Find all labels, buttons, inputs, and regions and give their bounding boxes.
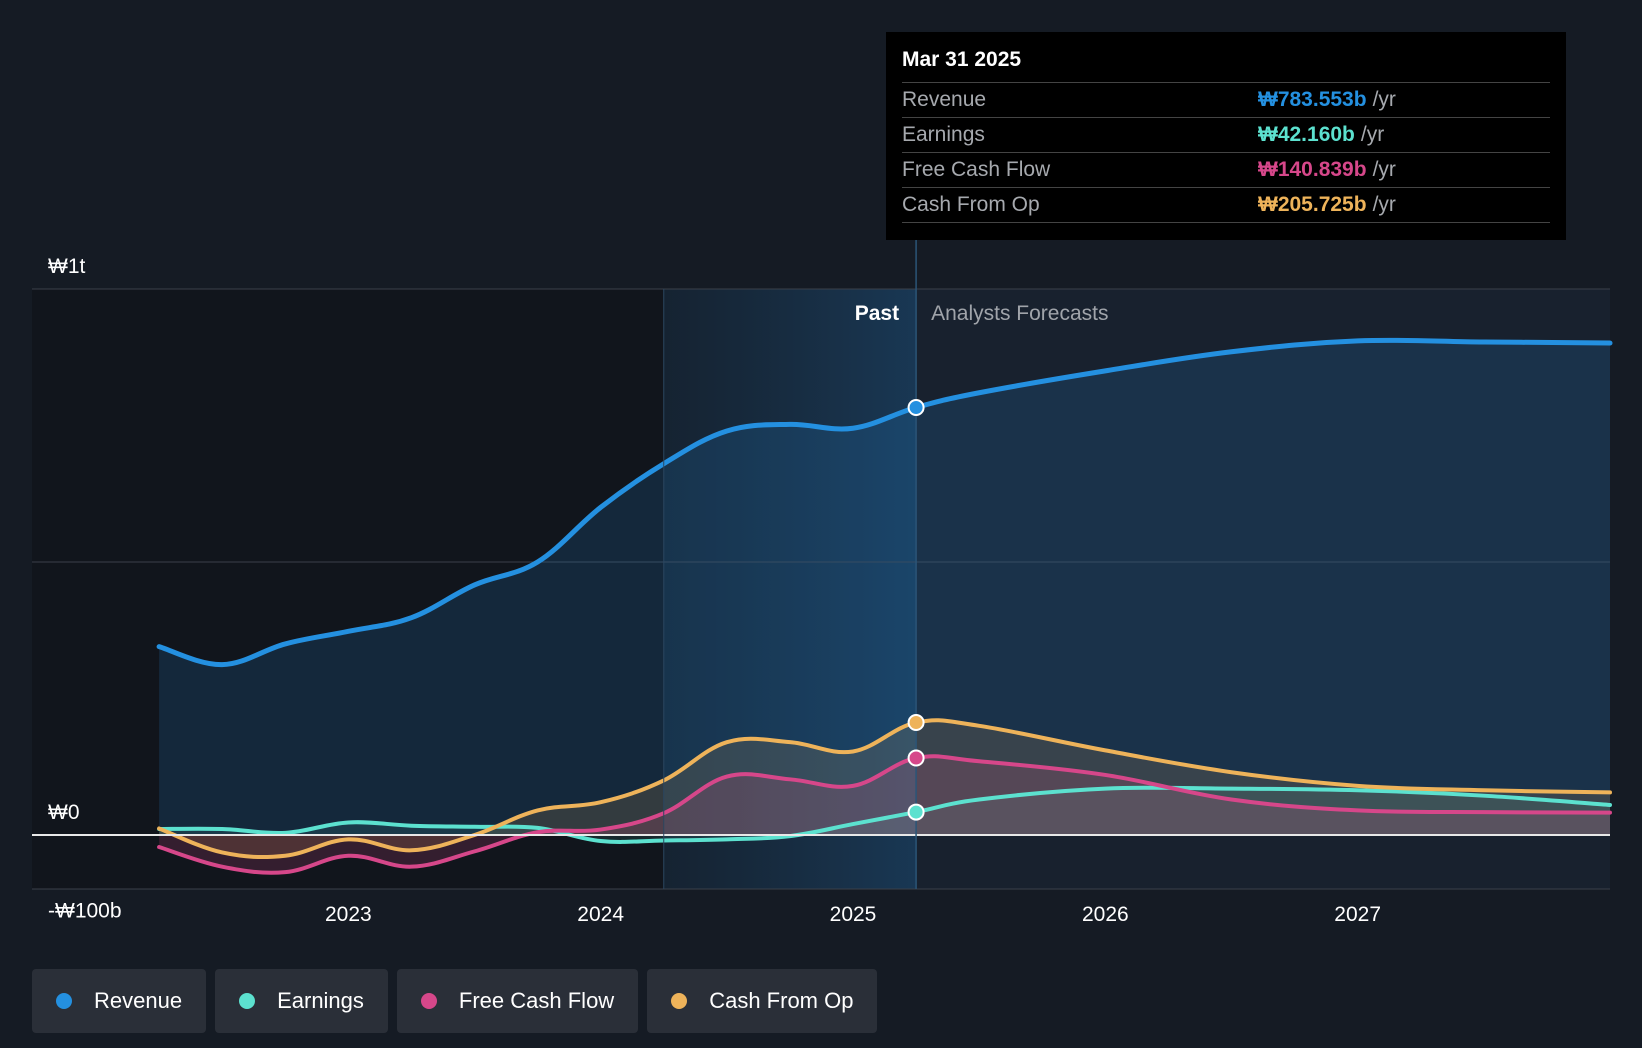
y-tick-label: ₩1t [48, 255, 86, 278]
y-tick-label: ₩0 [48, 801, 80, 824]
tooltip-unit: /yr [1372, 88, 1396, 111]
legend: Revenue Earnings Free Cash Flow Cash Fro… [32, 969, 878, 1033]
tooltip-unit: /yr [1372, 193, 1396, 216]
tooltip-value: ₩42.160b [1258, 123, 1355, 146]
past-label: Past [855, 302, 899, 325]
dot-revenue [907, 398, 925, 416]
legend-label: Revenue [94, 988, 183, 1013]
past-highlight-area [663, 289, 917, 889]
highlight-dots [907, 398, 925, 821]
tooltip-label: Earnings [902, 123, 985, 146]
x-tick-label: 2025 [830, 903, 877, 926]
forecast-label: Analysts Forecasts [931, 302, 1108, 325]
tooltip-date: Mar 31 2025 [902, 46, 1550, 83]
tooltip-value: ₩205.725b [1258, 193, 1367, 216]
tooltip-row-revenue: Revenue ₩783.553b /yr [902, 83, 1550, 118]
legend-dot-icon [420, 993, 437, 1009]
legend-dot-icon [671, 993, 688, 1009]
tooltip-label: Cash From Op [902, 193, 1040, 216]
tooltip-unit: /yr [1360, 123, 1385, 146]
tooltip-row-earnings: Earnings ₩42.160b /yr [902, 118, 1550, 153]
legend-label: Cash From Op [709, 988, 854, 1013]
dot-cfo [907, 714, 925, 732]
dot-earnings [907, 803, 925, 821]
tooltip-unit: /yr [1372, 158, 1396, 181]
area-cfo [159, 720, 1610, 858]
legend-label: Earnings [277, 988, 364, 1013]
legend-label: Free Cash Flow [458, 988, 615, 1013]
tooltip-row-fcf: Free Cash Flow ₩140.839b /yr [902, 153, 1550, 188]
tooltip: Mar 31 2025 Revenue ₩783.553b /yr Earnin… [886, 32, 1566, 240]
y-tick-label: -₩100b [48, 900, 122, 923]
dot-fcf [907, 749, 925, 767]
tooltip-label: Free Cash Flow [902, 158, 1051, 181]
line-cfo [157, 718, 1612, 860]
legend-item-fcf[interactable]: Free Cash Flow [396, 969, 639, 1033]
legend-item-earnings[interactable]: Earnings [215, 969, 388, 1033]
line-revenue [156, 337, 1613, 668]
area-revenue [159, 340, 1610, 835]
tooltip-label: Revenue [902, 88, 987, 111]
line-earnings [157, 785, 1612, 844]
legend-item-revenue[interactable]: Revenue [32, 969, 207, 1033]
tooltip-value: ₩140.839b [1258, 158, 1367, 181]
x-tick-label: 2023 [325, 903, 372, 926]
x-axis-labels: 2023 2024 2025 2026 2027 [325, 903, 1381, 926]
x-tick-label: 2026 [1082, 903, 1129, 926]
y-axis-labels: ₩1t ₩0 -₩100b [48, 255, 122, 923]
tooltip-value: ₩783.553b [1258, 88, 1367, 111]
line-fcf [157, 754, 1612, 875]
grid-lines [32, 288, 1610, 890]
series-lines [32, 337, 1613, 875]
legend-item-cfo[interactable]: Cash From Op [647, 969, 878, 1033]
legend-dot-icon [239, 993, 256, 1009]
tooltip-row-cfo: Cash From Op ₩205.725b /yr [902, 188, 1550, 223]
x-tick-label: 2024 [577, 903, 624, 926]
legend-dot-icon [56, 993, 72, 1009]
x-tick-label: 2027 [1334, 903, 1381, 926]
area-fcf [159, 756, 1610, 873]
